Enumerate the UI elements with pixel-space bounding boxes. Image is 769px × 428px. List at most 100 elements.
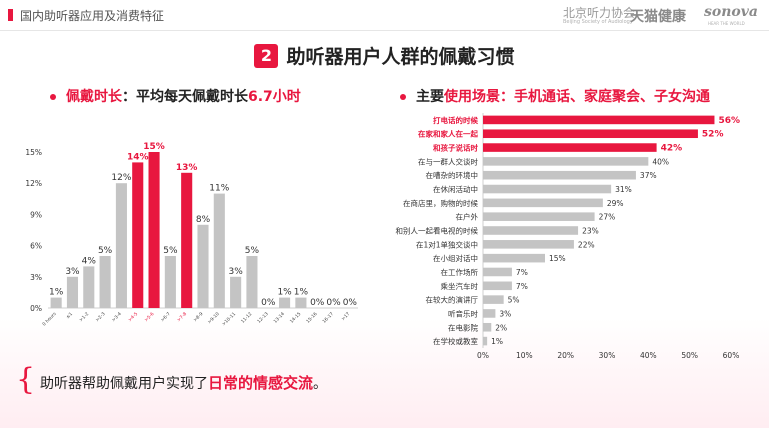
duration-value-label: 8%: [196, 215, 211, 225]
duration-bar: [132, 162, 144, 308]
section-title: 助听器用户人群的佩戴习惯: [286, 46, 515, 68]
brace-icon: {: [16, 362, 36, 397]
bullet-dot: [50, 94, 56, 100]
duration-category-label: >17: [340, 311, 351, 322]
section-number-badge: 2: [254, 43, 279, 68]
scenario-category-label: 在家和家人在一起: [418, 129, 478, 139]
x-tick-label: 60%: [723, 351, 740, 360]
duration-value-label: 4%: [82, 256, 97, 266]
duration-value-label: 13%: [176, 163, 198, 173]
duration-value-label: 14%: [127, 152, 149, 162]
left-panel-label: 佩戴时长：平均每天佩戴时长6.7小时: [50, 86, 301, 106]
wear-duration-desc: ：平均每天佩戴时长: [122, 89, 248, 105]
background-glow: [0, 318, 769, 428]
scenario-value-label: 3%: [499, 309, 511, 318]
x-tick-label: 40%: [640, 351, 657, 360]
duration-value-label: 0%: [310, 298, 325, 308]
scenario-bar: [483, 226, 579, 235]
scenario-value-label: 5%: [508, 296, 520, 305]
y-tick-label: 0%: [30, 304, 42, 313]
x-tick-label: 30%: [599, 351, 616, 360]
scenario-bar: [483, 198, 603, 208]
duration-bar: [66, 276, 79, 308]
scenario-bar: [483, 157, 649, 166]
scenario-value-label: 7%: [516, 268, 528, 277]
x-tick-label: 20%: [557, 351, 574, 360]
scenario-value-label: 7%: [516, 282, 528, 291]
logo-beijing-audiology: 北京听力协会: [563, 6, 636, 20]
right-panel-label: 主要使用场景：手机通话、家庭聚会、子女沟通: [400, 86, 710, 106]
scenario-bar: [483, 281, 512, 291]
scenario-category-label: 在电影院: [448, 322, 478, 332]
duration-value-label: 1%: [277, 288, 292, 298]
scenario-bar: [483, 295, 504, 304]
logo-sonova: sonova: [704, 4, 758, 20]
scenario-category-label: 在较大的演讲厅: [426, 295, 479, 305]
duration-bar: [279, 297, 291, 308]
scenario-category-label: 和孩子说话时: [433, 143, 478, 153]
scenario-value-label: 42%: [661, 144, 683, 154]
duration-value-label: 5%: [163, 246, 178, 256]
y-tick-label: 12%: [25, 179, 42, 188]
scenario-bar: [483, 143, 657, 152]
usage-scenario-label: 使用场景：手机通话、家庭聚会、子女沟通: [444, 89, 710, 105]
duration-bar: [230, 276, 242, 308]
scenario-category-label: 在1对1单独交谈中: [416, 239, 478, 249]
scenario-bar: [483, 170, 636, 180]
scenario-category-label: 和别人一起看电视的时候: [396, 226, 479, 236]
duration-value-label: 3%: [65, 267, 80, 277]
logo-tmall-health: 天猫健康: [630, 9, 686, 25]
usage-scenario-pre: 主要: [416, 89, 444, 105]
scenario-value-label: 2%: [495, 323, 507, 332]
x-tick-label: 0%: [477, 351, 489, 360]
duration-bar: [83, 266, 95, 308]
duration-value-label: 5%: [98, 246, 113, 256]
duration-value-label: 1%: [49, 288, 64, 298]
y-tick-label: 15%: [25, 148, 42, 157]
wear-duration-value: 6.7小时: [248, 89, 301, 105]
scenario-value-label: 29%: [607, 199, 624, 208]
scenario-value-label: 23%: [582, 227, 599, 236]
duration-bar: [295, 297, 307, 308]
title-accent-mark: [8, 9, 13, 21]
scenario-value-label: 31%: [615, 185, 632, 194]
x-tick-label: 50%: [681, 351, 698, 360]
scenario-category-label: 在学校或教室: [433, 336, 478, 346]
footer-text: 助听器帮助佩戴用户实现了日常的情感交流。: [40, 372, 327, 393]
scenario-bar: [483, 322, 492, 332]
duration-category-label: ≤1: [65, 311, 74, 320]
duration-value-label: 5%: [245, 246, 260, 256]
y-tick-label: 9%: [30, 210, 42, 219]
duration-bar: [148, 152, 160, 308]
duration-value-label: 1%: [294, 288, 309, 298]
scenario-bar: [483, 129, 698, 139]
y-tick-label: 6%: [30, 242, 42, 251]
scenario-bar: [483, 336, 488, 346]
x-tick-label: 10%: [516, 351, 533, 360]
duration-bar: [164, 256, 176, 308]
scenario-value-label: 22%: [578, 240, 595, 249]
duration-bar: [50, 297, 62, 308]
scenario-category-label: 听音乐时: [448, 308, 478, 318]
scenario-category-label: 在休闲活动中: [433, 184, 478, 194]
scenario-category-label: 在小组对话中: [433, 253, 478, 263]
scenario-bar: [483, 309, 496, 318]
scenario-value-label: 27%: [599, 213, 616, 222]
duration-bar: [181, 172, 193, 308]
scenario-category-label: 在户外: [456, 212, 479, 222]
scenario-category-label: 乘坐汽车时: [441, 281, 479, 291]
duration-bar: [213, 193, 225, 308]
scenario-value-label: 52%: [702, 130, 724, 140]
duration-value-label: 0%: [261, 298, 276, 308]
logo-sonova-sub: HEAR THE WORLD: [708, 21, 745, 26]
section-heading: 2 助听器用户人群的佩戴习惯: [0, 42, 769, 69]
scenario-bar: [483, 267, 512, 277]
duration-bar: [197, 224, 209, 308]
duration-bar: [115, 183, 127, 308]
footer-text-pre: 助听器帮助佩戴用户实现了: [40, 376, 208, 392]
scenario-value-label: 15%: [549, 254, 566, 263]
scenario-value-label: 37%: [640, 171, 657, 180]
duration-value-label: 0%: [326, 298, 341, 308]
